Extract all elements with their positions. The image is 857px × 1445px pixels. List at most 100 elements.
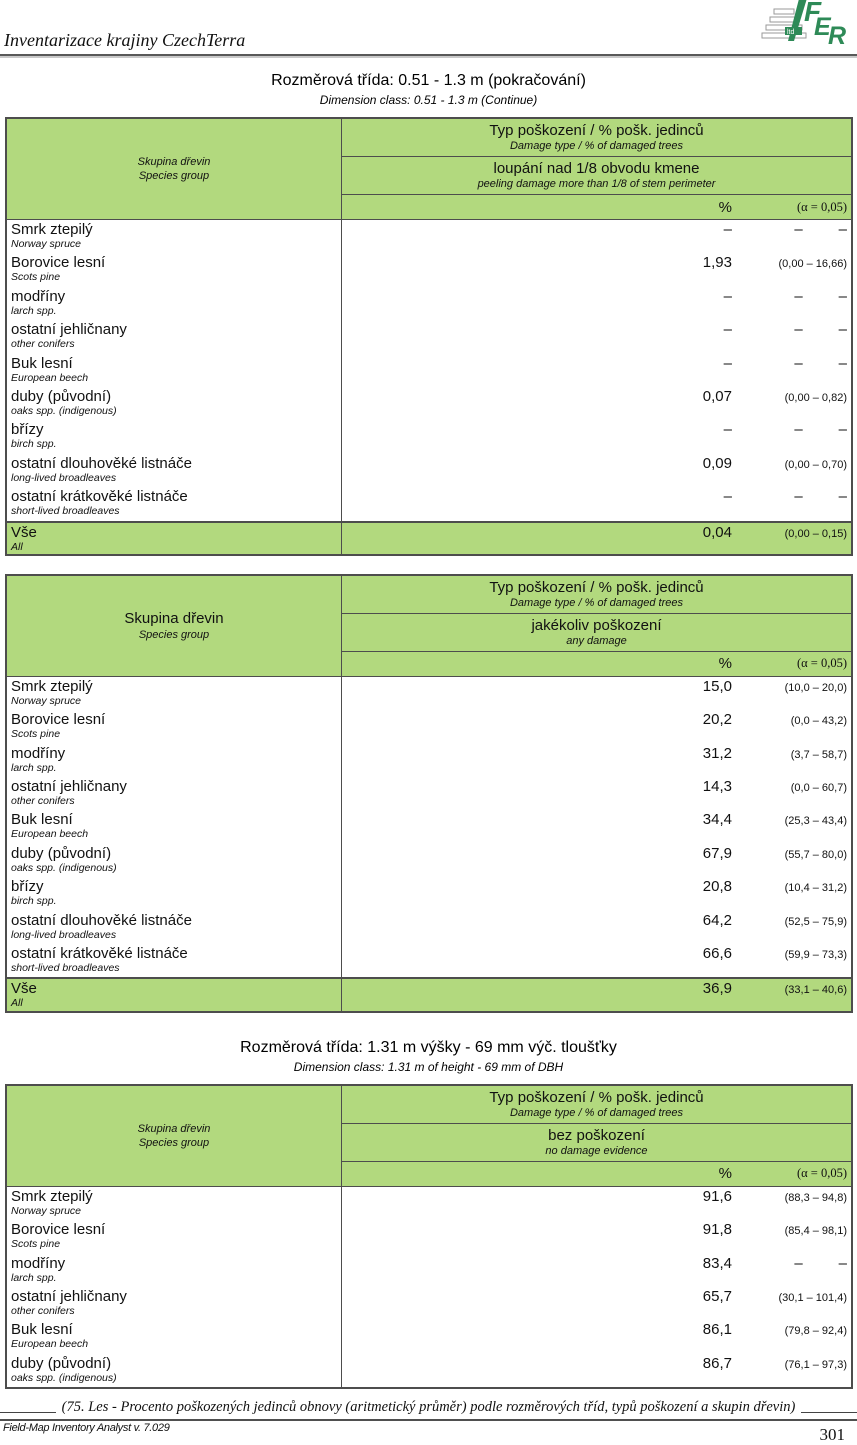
ci-value: (59,9 – 73,3): [732, 945, 851, 962]
ci-value: (10,4 – 31,2): [732, 878, 851, 895]
damage-type-header: Typ poškození / % pošk. jedinců Damage t…: [342, 576, 851, 614]
ci-value: (25,3 – 43,4): [732, 811, 851, 828]
data-cell: 34,4(25,3 – 43,4): [342, 810, 851, 843]
species-name-en: Scots pine: [11, 1238, 341, 1250]
ci-dash-high: –: [839, 221, 847, 239]
ci-dash-low: –: [794, 421, 802, 439]
ci-value: (0,00 – 0,70): [732, 455, 851, 472]
damage-subtype-header-en: peeling damage more than 1/8 of stem per…: [342, 178, 851, 191]
page-header-title: Inventarizace krajiny CzechTerra: [4, 30, 245, 52]
species-name-en: larch spp.: [11, 1272, 341, 1284]
species-cell: duby (původní)oaks spp. (indigenous): [7, 387, 342, 420]
species-name-en: birch spp.: [11, 438, 341, 450]
species-name-en: long-lived broadleaves: [11, 929, 341, 941]
ci-value: (10,0 – 20,0): [732, 678, 851, 695]
section-subtitle: Dimension class: 1.31 m of height - 69 m…: [0, 1060, 857, 1074]
pct-value: 1,93: [342, 254, 732, 272]
data-cell: 1,93(0,00 – 16,66): [342, 253, 851, 286]
ifer-logo: F E R ltd: [758, 0, 853, 50]
sections: Rozměrová třída: 0.51 - 1.3 m (pokračová…: [0, 72, 857, 1389]
data-cell: 91,8(85,4 – 98,1): [342, 1220, 851, 1253]
table-caption: (75. Les - Procento poškozených jedinců …: [56, 1399, 802, 1416]
ci-dash-high: –: [839, 421, 847, 439]
pct-value: 36,9: [342, 980, 732, 998]
pct-value: 91,8: [342, 1221, 732, 1239]
ci-dash-high: –: [839, 288, 847, 306]
species-name-en: other conifers: [11, 1305, 341, 1317]
data-cell: 83,4––: [342, 1254, 851, 1287]
unit-header-row: % (α = 0,05): [342, 652, 851, 676]
species-group-header-cs: Skupina dřevin: [124, 610, 223, 628]
species-name-en: oaks spp. (indigenous): [11, 1372, 341, 1384]
caption-left-rule: [0, 1412, 56, 1413]
species-cell: duby (původní)oaks spp. (indigenous): [7, 844, 342, 877]
damage-table: Skupina dřevin Species group Typ poškoze…: [5, 574, 853, 1013]
percent-header: %: [342, 1165, 732, 1182]
species-name-cs: ostatní jehličnany: [11, 321, 341, 338]
data-cell: –––: [342, 220, 851, 253]
ci-value: ––: [732, 321, 851, 339]
data-cell: 66,6(59,9 – 73,3): [342, 944, 851, 977]
damage-type-header-en: Damage type / % of damaged trees: [342, 140, 851, 153]
species-name-en: Scots pine: [11, 728, 341, 740]
species-group-header-en: Species group: [139, 169, 209, 183]
species-name-cs: Buk lesní: [11, 811, 341, 828]
pct-value: –: [342, 355, 732, 373]
species-name-en: Norway spruce: [11, 1205, 341, 1217]
ci-value: (55,7 – 80,0): [732, 845, 851, 862]
page-header: Inventarizace krajiny CzechTerra F E R l…: [0, 0, 857, 56]
pct-value: 0,07: [342, 388, 732, 406]
pct-value: 86,1: [342, 1321, 732, 1339]
species-name-cs: Smrk ztepilý: [11, 1188, 341, 1205]
pct-value: 67,9: [342, 845, 732, 863]
ci-value: ––: [732, 488, 851, 506]
data-cell: 86,1(79,8 – 92,4): [342, 1320, 851, 1353]
report-section: Rozměrová třída: 0.51 - 1.3 m (pokračová…: [0, 72, 857, 556]
species-name-en: European beech: [11, 828, 341, 840]
section-title: Rozměrová třída: 1.31 m výšky - 69 mm vý…: [0, 1039, 857, 1057]
pct-value: –: [342, 488, 732, 506]
page-number: 301: [820, 1421, 857, 1445]
data-cell: 64,2(52,5 – 75,9): [342, 911, 851, 944]
data-cell: 86,7(76,1 – 97,3): [342, 1354, 851, 1387]
species-name-cs: Borovice lesní: [11, 1221, 341, 1238]
damage-subtype-header: loupání nad 1/8 obvodu kmene peeling dam…: [342, 157, 851, 195]
damage-subtype-header-cs: loupání nad 1/8 obvodu kmene: [342, 160, 851, 178]
damage-type-header: Typ poškození / % pošk. jedinců Damage t…: [342, 119, 851, 157]
species-name-en: Scots pine: [11, 271, 341, 283]
ci-dash-high: –: [839, 488, 847, 506]
ci-value: (52,5 – 75,9): [732, 912, 851, 929]
species-name-en: long-lived broadleaves: [11, 472, 341, 484]
ci-value: (0,0 – 43,2): [732, 711, 851, 728]
ci-value: (33,1 – 40,6): [732, 980, 851, 997]
species-group-header: Skupina dřevin Species group: [7, 576, 342, 676]
alpha-header: (α = 0,05): [732, 656, 851, 671]
data-cell: –––: [342, 354, 851, 387]
ci-dash-high: –: [839, 1255, 847, 1273]
species-name-cs: modříny: [11, 745, 341, 762]
ci-value: (0,00 – 0,15): [732, 524, 851, 541]
species-name-cs: ostatní krátkověké listnáče: [11, 945, 341, 962]
